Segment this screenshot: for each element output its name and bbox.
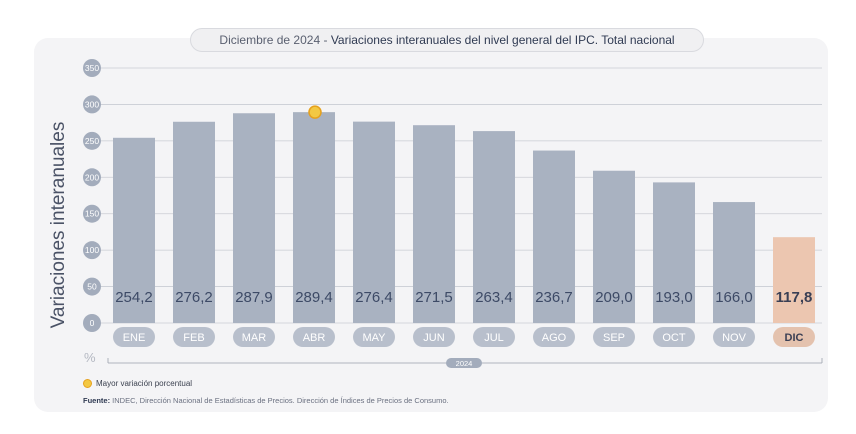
chart-title: Diciembre de 2024 - Variaciones interanu… [190, 28, 704, 52]
y-tick-label: 350 [85, 63, 99, 73]
data-label: 271,5 [415, 289, 453, 306]
x-tick-label: MAY [362, 332, 386, 344]
y-tick-label: 100 [85, 245, 99, 255]
x-tick-label: FEB [183, 332, 204, 344]
data-label: 166,0 [715, 289, 753, 306]
source-text: INDEC, Dirección Nacional de Estadística… [110, 396, 449, 405]
y-tick-label: 300 [85, 99, 99, 109]
year-pill [446, 358, 482, 368]
y-tick-label: 200 [85, 172, 99, 182]
x-tick-label: NOV [722, 332, 747, 344]
bar [713, 202, 755, 323]
x-tick-pill [653, 327, 695, 347]
bar [533, 150, 575, 323]
x-tick-pill [773, 327, 815, 347]
x-tick-pill [593, 327, 635, 347]
y-tick-badge [83, 95, 101, 114]
y-tick-label: 50 [87, 282, 97, 292]
x-tick-pill [413, 327, 455, 347]
bar [593, 170, 635, 323]
data-label: 193,0 [655, 289, 693, 306]
data-label: 276,2 [175, 289, 213, 306]
x-tick-pill [713, 327, 755, 347]
y-tick-badge [83, 241, 101, 260]
x-tick-label: JUL [484, 332, 504, 344]
x-tick-pill [473, 327, 515, 347]
bar [113, 137, 155, 323]
y-tick-badge [83, 168, 101, 187]
y-tick-label: 250 [85, 136, 99, 146]
x-tick-label: SEP [603, 332, 625, 344]
data-label: 263,4 [475, 289, 513, 306]
x-tick-label: JUN [423, 332, 444, 344]
x-tick-pill [113, 327, 155, 347]
max-marker-legend-icon [83, 378, 92, 388]
bar [293, 112, 335, 323]
data-label: 287,9 [235, 289, 273, 306]
x-tick-pill [233, 327, 275, 347]
x-tick-label: MAR [242, 332, 267, 344]
year-label: 2024 [456, 359, 473, 368]
max-marker [308, 105, 322, 119]
bar [773, 237, 815, 323]
data-label: 276,4 [355, 289, 393, 306]
x-tick-pill [173, 327, 215, 347]
title-date: Diciembre de 2024 [219, 33, 321, 47]
bar [233, 113, 275, 323]
legend: Mayor variación porcentual [83, 376, 192, 390]
y-tick-badge [83, 314, 101, 332]
x-tick-pill [533, 327, 575, 347]
title-separator: - [320, 33, 331, 47]
data-label: 209,0 [595, 289, 633, 306]
source-note: Fuente: INDEC, Dirección Nacional de Est… [83, 396, 449, 405]
unit-label: % [84, 350, 96, 365]
data-label: 289,4 [295, 289, 333, 306]
data-label: 254,2 [115, 289, 153, 306]
y-tick-badge [83, 59, 101, 77]
x-tick-label: AGO [542, 332, 567, 344]
x-tick-label: OCT [662, 332, 686, 344]
bar [473, 131, 515, 323]
y-tick-label: 0 [90, 318, 95, 328]
data-label: 236,7 [535, 289, 573, 306]
data-label: 117,8 [776, 289, 813, 306]
x-tick-pill [353, 327, 395, 347]
legend-label: Mayor variación porcentual [96, 378, 193, 388]
y-tick-badge [83, 131, 101, 150]
y-tick-badge [83, 204, 101, 223]
x-tick-label: DIC [785, 332, 804, 344]
bar [413, 125, 455, 323]
bar [173, 121, 215, 323]
y-tick-badge [83, 277, 101, 296]
source-label: Fuente: [83, 396, 111, 405]
bar [653, 182, 695, 323]
x-tick-label: ENE [123, 332, 146, 344]
x-tick-label: ABR [303, 332, 326, 344]
x-tick-pill [293, 327, 335, 347]
bar [353, 121, 395, 323]
title-text: Variaciones interanuales del nivel gener… [330, 33, 675, 47]
y-tick-label: 150 [85, 209, 99, 219]
